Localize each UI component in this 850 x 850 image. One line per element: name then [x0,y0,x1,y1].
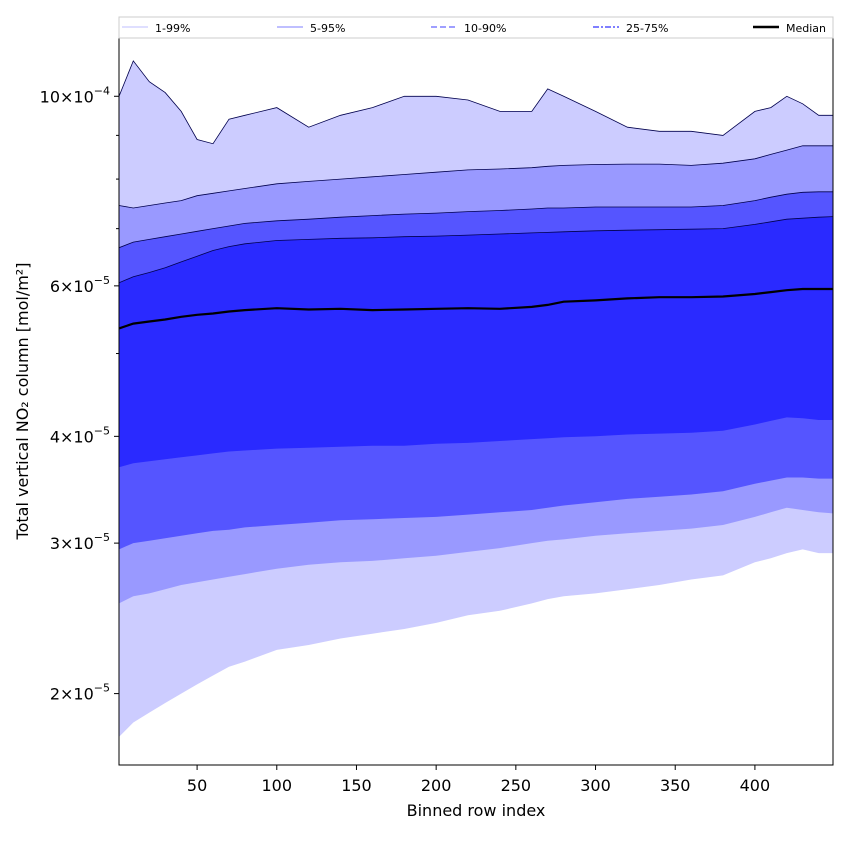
y-tick-label: 6×10−5 [50,274,110,296]
x-tick-label: 100 [262,776,293,795]
legend: 1-99% 5-95% 10-90% 25-75% Median [118,16,834,39]
x-tick-label: 350 [660,776,691,795]
x-tick-label: 50 [187,776,207,795]
legend-label: 5-95% [310,22,345,35]
y-tick-label: 2×10−5 [50,682,110,704]
y-tick-label: 3×10−5 [50,531,110,553]
median-layer [119,287,833,330]
x-tick-label: 300 [580,776,611,795]
median-line [119,287,833,330]
legend-label: 1-99% [155,22,190,35]
x-axis: 50 100 150 200 250 300 350 400 [187,765,770,795]
band-upper-edge-5-95% [119,145,833,209]
x-axis-label: Binned row index [407,801,546,820]
legend-label: Median [786,22,826,35]
legend-label: 10-90% [464,22,506,35]
band-upper-edge-10-90% [119,191,833,249]
x-tick-label: 200 [421,776,452,795]
band-25-75% [119,216,833,468]
band-upper-edge-1-99% [119,60,833,145]
x-tick-label: 150 [341,776,372,795]
band-upper-edge-25-75% [119,216,833,284]
y-tick-label: 4×10−5 [50,424,110,446]
y-axis-label: Total vertical NO₂ column [mol/m²] [13,263,32,541]
legend-box [118,16,834,39]
y-tick-label: 10×10−4 [40,84,110,106]
x-tick-label: 250 [501,776,532,795]
legend-label: 25-75% [626,22,668,35]
percentile-bands [119,60,833,737]
x-tick-label: 400 [740,776,771,795]
y-axis: 2×10−5 3×10−5 4×10−5 6×10−5 10×10−4 [40,84,119,704]
